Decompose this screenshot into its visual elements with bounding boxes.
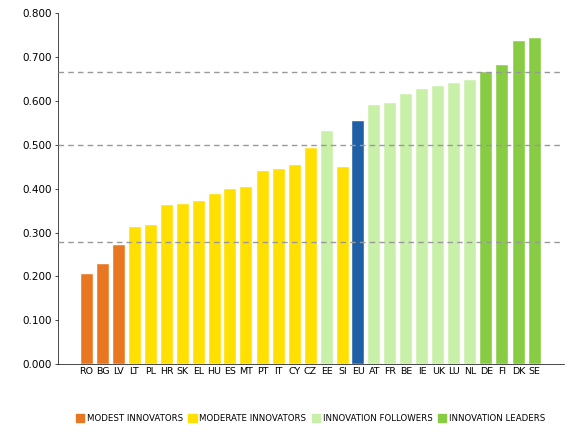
Bar [512,41,524,364]
Bar [352,121,365,364]
Bar [240,187,252,364]
Legend: MODEST INNOVATORS, MODERATE INNOVATORS, INNOVATION FOLLOWERS, INNOVATION LEADERS: MODEST INNOVATORS, MODERATE INNOVATORS, … [72,411,549,426]
Bar [336,167,348,364]
Bar [209,194,220,364]
Bar [385,103,397,364]
Bar [448,83,461,364]
Bar [256,171,269,364]
Bar [496,66,508,364]
Bar [305,148,316,364]
Bar [144,225,156,364]
Bar [289,166,301,364]
Bar [160,206,172,364]
Bar [432,86,444,364]
Bar [465,80,477,364]
Bar [224,189,236,364]
Bar [481,71,493,364]
Bar [273,169,285,364]
Bar [401,94,412,364]
Bar [528,38,540,364]
Bar [193,202,205,364]
Bar [416,89,428,364]
Bar [97,264,109,364]
Bar [128,227,140,364]
Bar [177,204,189,364]
Bar [81,274,93,364]
Bar [369,105,381,364]
Bar [113,245,125,364]
Bar [320,131,332,364]
